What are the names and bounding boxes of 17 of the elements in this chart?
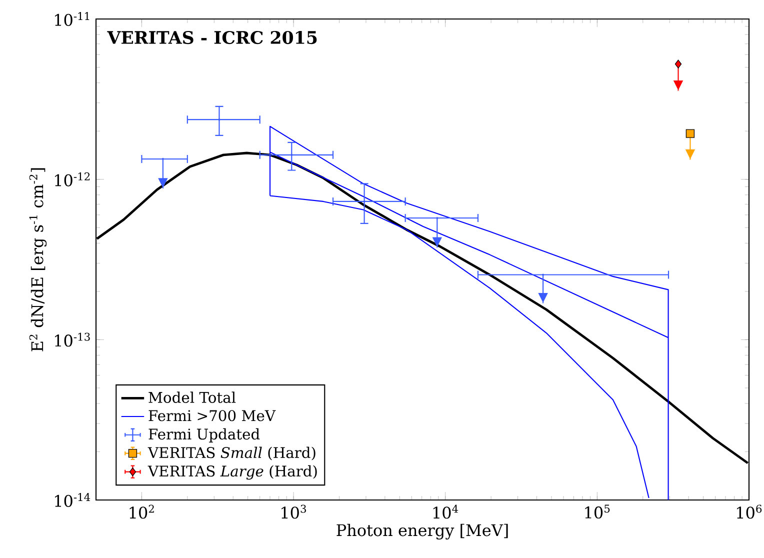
x-tick-label: 10$^{5}$: [585, 504, 610, 519]
legend-label: VERITAS Large (Hard): [148, 465, 317, 480]
x-tick-label: 10$^{4}$: [433, 504, 458, 519]
x-tick-label: 10$^{2}$: [130, 504, 154, 519]
y-tick-label: 10$^{-12}$: [55, 172, 90, 186]
legend-label: VERITAS Small (Hard): [148, 446, 316, 460]
text: VERITAS - ICRC 2015: [107, 30, 317, 44]
legend-label: Fermi Updated: [148, 428, 260, 442]
y-axis-title: E$^{2}$ dN/dE [erg s$^{-1}$ cm$^{-2}$]: [29, 168, 47, 352]
legend-label: Model Total: [148, 392, 236, 403]
x-tick-label: 10$^{3}$: [282, 504, 306, 519]
y-tick-label: 10$^{-14}$: [55, 493, 90, 507]
y-tick-label: 10$^{-13}$: [55, 332, 90, 347]
x-tick-label: 10$^{6}$: [737, 504, 762, 519]
x-axis-title: Photon energy [MeV]: [336, 524, 508, 540]
y-tick-label: 10$^{-11}$: [55, 12, 90, 26]
legend-label: Fermi >700 MeV: [148, 410, 276, 422]
